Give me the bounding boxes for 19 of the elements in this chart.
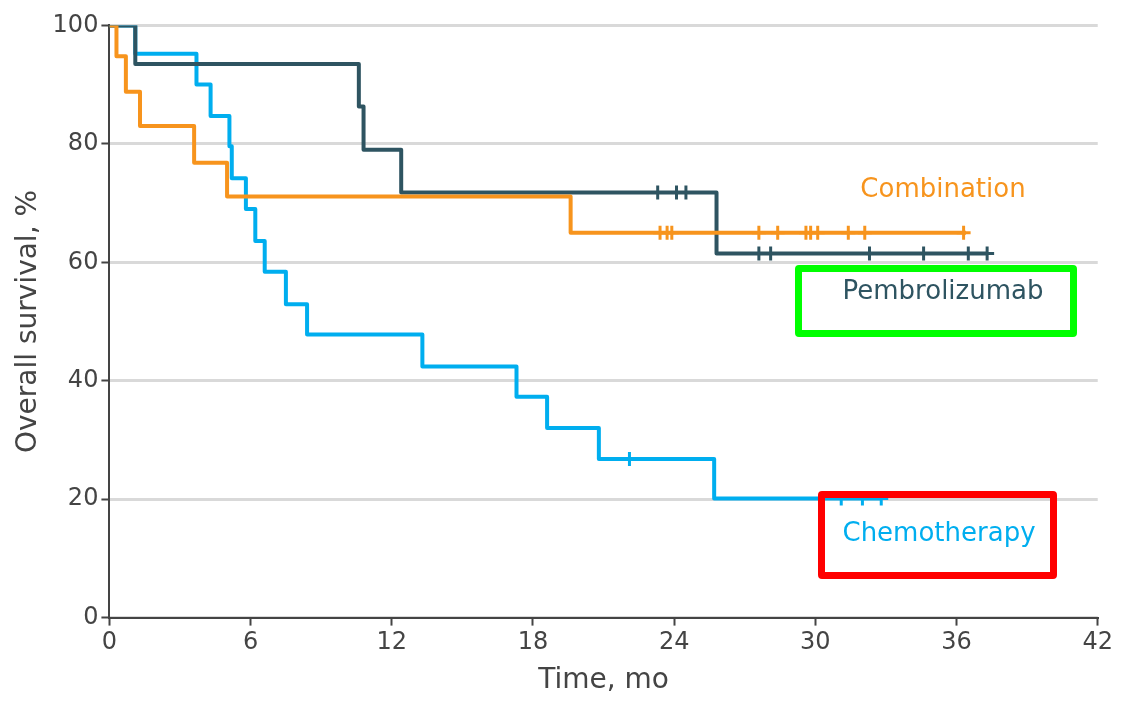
y-tick-label: 60 — [67, 246, 99, 275]
y-tick-label: 20 — [67, 483, 99, 512]
series-label: Chemotherapy — [842, 516, 1036, 547]
y-tick-label: 40 — [67, 364, 99, 393]
y-axis-title: Overall survival, % — [10, 189, 44, 454]
x-tick-label: 18 — [517, 627, 549, 656]
x-tick-label: 42 — [1082, 627, 1113, 656]
y-tick-label: 100 — [52, 9, 99, 38]
x-tick-label: 30 — [800, 627, 831, 656]
series-label: Pembrolizumab — [842, 274, 1044, 305]
series-label: Combination — [860, 172, 1026, 203]
x-axis-title: Time, mo — [537, 662, 669, 696]
x-tick-label: 0 — [101, 627, 118, 656]
x-tick-label: 12 — [376, 627, 408, 656]
x-tick-label: 6 — [242, 627, 259, 656]
y-tick-label: 0 — [83, 601, 99, 630]
x-tick-label: 36 — [941, 627, 972, 656]
y-tick-label: 80 — [67, 128, 99, 157]
x-tick-label: 24 — [658, 627, 690, 656]
